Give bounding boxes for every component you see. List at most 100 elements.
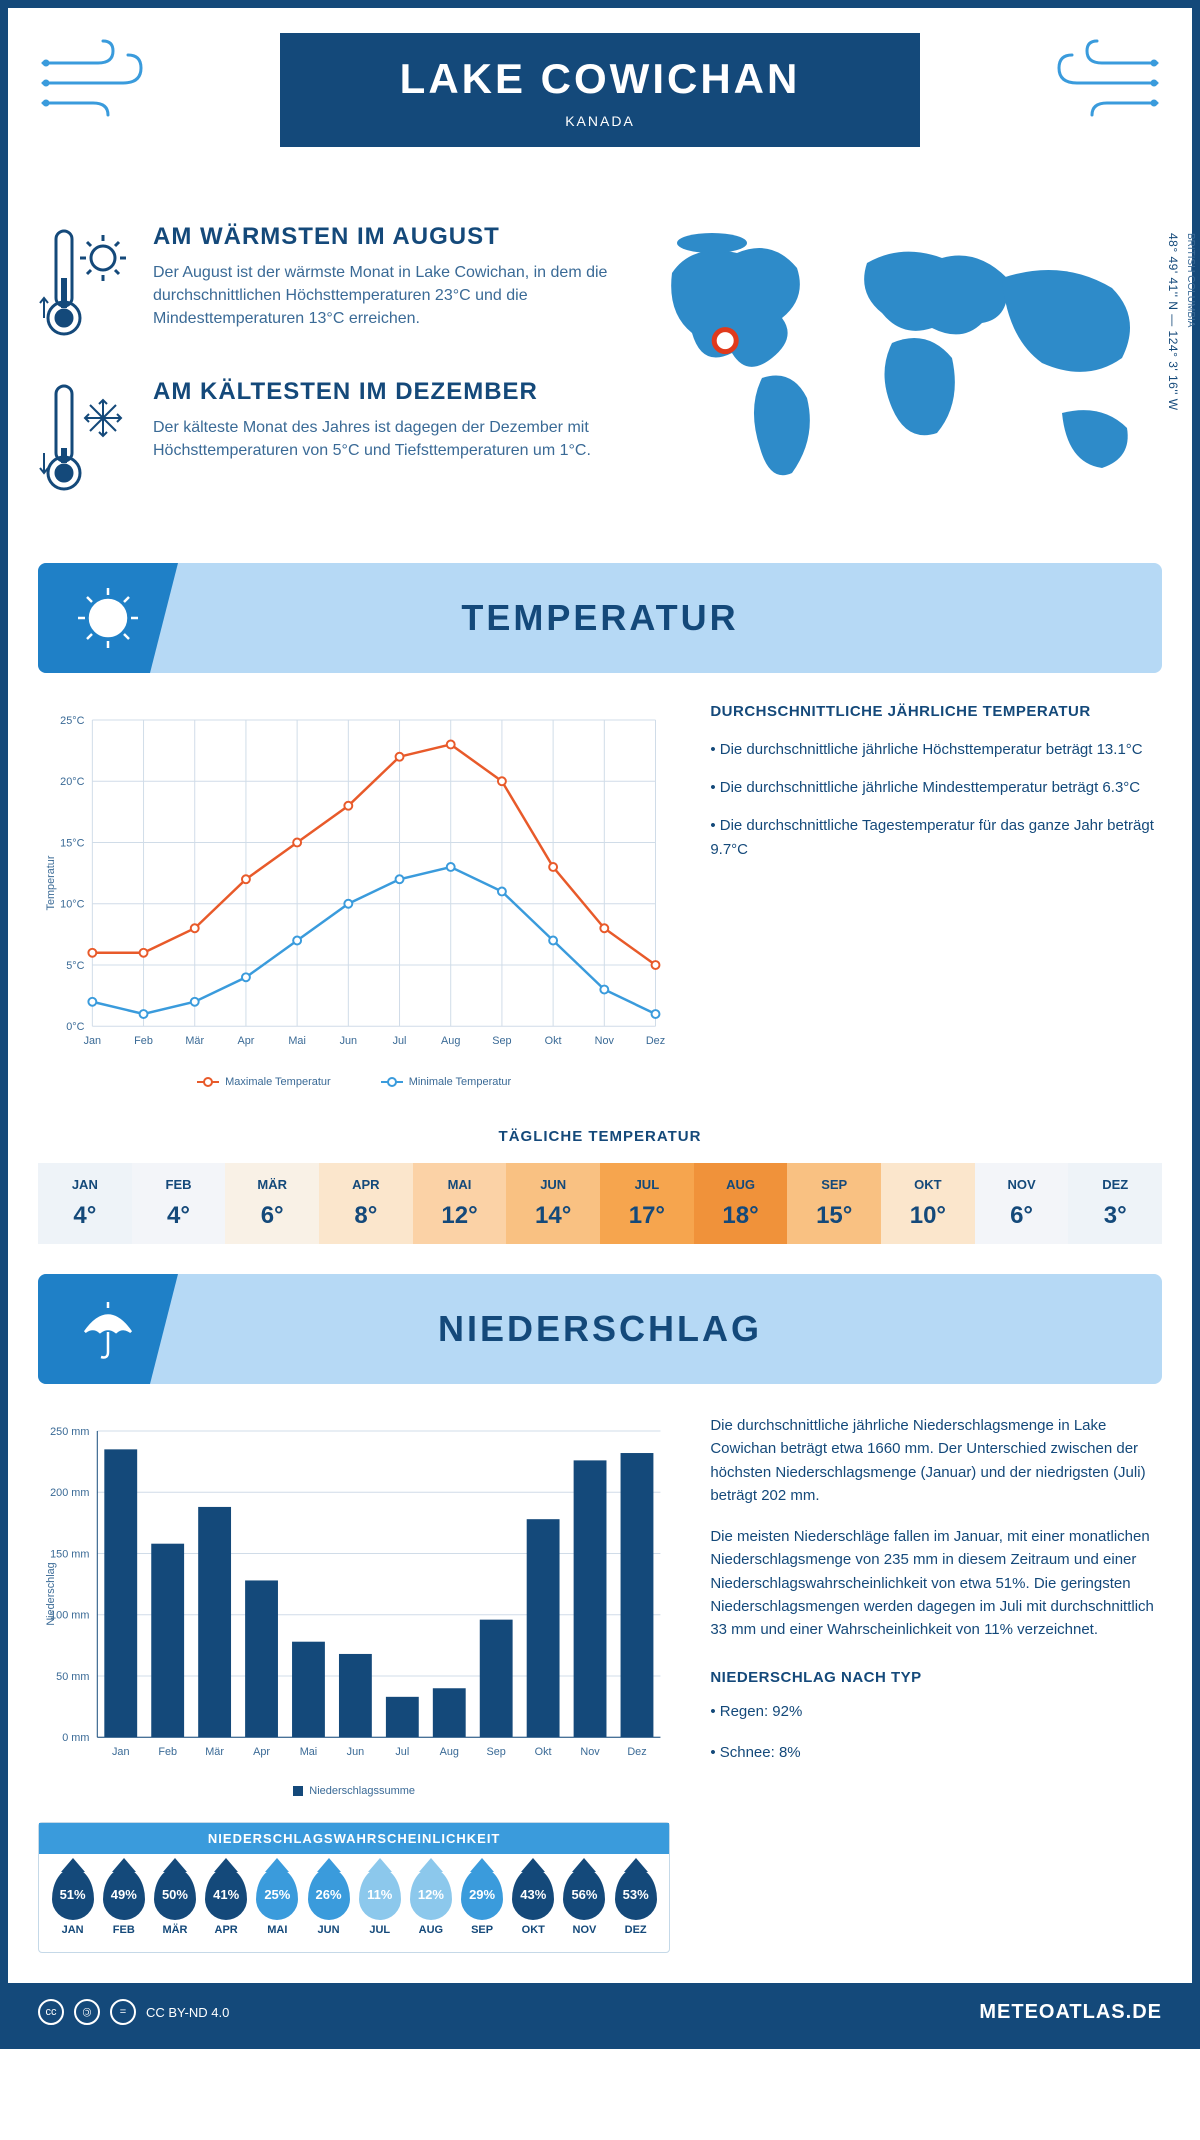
coldest-title: AM KÄLTESTEN IM DEZEMBER: [153, 378, 612, 406]
temperature-line-chart: 0°C5°C10°C15°C20°C25°CJanFebMärAprMaiJun…: [38, 703, 670, 1088]
precip-type-title: NIEDERSCHLAG NACH TYP: [710, 1666, 1162, 1689]
svg-text:Aug: Aug: [441, 1035, 460, 1047]
thermometer-cold-icon: [38, 378, 133, 503]
svg-text:150 mm: 150 mm: [50, 1548, 89, 1560]
temperature-title: TEMPERATUR: [178, 597, 1162, 639]
license: cc 🄯 = CC BY-ND 4.0: [38, 1999, 229, 2025]
daily-temp-cell: OKT10°: [881, 1163, 975, 1244]
daily-temp-cell: DEZ3°: [1068, 1163, 1162, 1244]
svg-text:Okt: Okt: [535, 1746, 552, 1758]
svg-text:5°C: 5°C: [66, 960, 84, 972]
daily-temp-cell: AUG18°: [694, 1163, 788, 1244]
svg-text:50 mm: 50 mm: [56, 1671, 89, 1683]
svg-text:0 mm: 0 mm: [62, 1732, 89, 1744]
by-icon: 🄯: [74, 1999, 100, 2025]
license-text: CC BY-ND 4.0: [146, 2005, 229, 2020]
cc-icon: cc: [38, 1999, 64, 2025]
svg-text:0°C: 0°C: [66, 1021, 84, 1033]
country-subtitle: KANADA: [350, 113, 850, 129]
world-map: 48° 49' 41'' N — 124° 3' 16'' W BRITISH …: [642, 223, 1162, 533]
temperature-section-header: TEMPERATUR: [38, 563, 1162, 673]
svg-text:Jun: Jun: [340, 1035, 358, 1047]
daily-temp-table: JAN4°FEB4°MÄR6°APR8°MAI12°JUN14°JUL17°AU…: [38, 1163, 1162, 1244]
svg-text:Nov: Nov: [595, 1035, 615, 1047]
svg-text:200 mm: 200 mm: [50, 1487, 89, 1499]
precipitation-probability-box: NIEDERSCHLAGSWAHRSCHEINLICHKEIT 51%JAN49…: [38, 1822, 670, 1953]
svg-text:Jan: Jan: [112, 1746, 130, 1758]
nd-icon: =: [110, 1999, 136, 2025]
daily-temp-cell: MÄR6°: [225, 1163, 319, 1244]
precipitation-title: NIEDERSCHLAG: [178, 1308, 1162, 1350]
warmest-block: AM WÄRMSTEN IM AUGUST Der August ist der…: [38, 223, 612, 348]
precip-p1: Die durchschnittliche jährliche Niedersc…: [710, 1414, 1162, 1507]
probability-cell: 53%DEZ: [610, 1868, 661, 1936]
svg-text:Dez: Dez: [646, 1035, 665, 1047]
probability-cell: 12%AUG: [405, 1868, 456, 1936]
daily-temp-title: TÄGLICHE TEMPERATUR: [38, 1128, 1162, 1145]
svg-text:Niederschlag: Niederschlag: [45, 1562, 57, 1625]
precip-type1: • Regen: 92%: [710, 1700, 1162, 1723]
wind-icon-left: [38, 33, 168, 123]
coldest-block: AM KÄLTESTEN IM DEZEMBER Der kälteste Mo…: [38, 378, 612, 503]
svg-text:Mai: Mai: [288, 1035, 306, 1047]
location-title: LAKE COWICHAN: [350, 55, 850, 103]
precipitation-summary: Die durchschnittliche jährliche Niedersc…: [710, 1414, 1162, 1953]
precip-p2: Die meisten Niederschläge fallen im Janu…: [710, 1525, 1162, 1641]
daily-temp-cell: NOV6°: [975, 1163, 1069, 1244]
sun-icon: [38, 563, 178, 673]
header: LAKE COWICHAN KANADA: [38, 33, 1162, 203]
temp-summary-title: DURCHSCHNITTLICHE JÄHRLICHE TEMPERATUR: [710, 703, 1162, 720]
svg-text:Aug: Aug: [440, 1746, 459, 1758]
svg-text:Apr: Apr: [253, 1746, 270, 1758]
umbrella-icon: [38, 1274, 178, 1384]
svg-text:Temperatur: Temperatur: [45, 855, 57, 910]
svg-text:Nov: Nov: [580, 1746, 600, 1758]
legend-max-label: Maximale Temperatur: [225, 1076, 331, 1088]
probability-cell: 26%JUN: [303, 1868, 354, 1936]
daily-temp-cell: JUN14°: [506, 1163, 600, 1244]
svg-text:Jun: Jun: [347, 1746, 365, 1758]
svg-text:Jul: Jul: [393, 1035, 407, 1047]
svg-text:10°C: 10°C: [60, 899, 84, 911]
probability-cell: 50%MÄR: [149, 1868, 200, 1936]
svg-text:Feb: Feb: [158, 1746, 177, 1758]
warmest-text: Der August ist der wärmste Monat in Lake…: [153, 261, 612, 331]
svg-text:20°C: 20°C: [60, 776, 84, 788]
svg-text:Mai: Mai: [300, 1746, 317, 1758]
site-name: METEOATLAS.DE: [979, 2001, 1162, 2024]
daily-temp-cell: APR8°: [319, 1163, 413, 1244]
svg-text:Sep: Sep: [487, 1746, 506, 1758]
info-section: AM WÄRMSTEN IM AUGUST Der August ist der…: [38, 223, 1162, 533]
daily-temp-cell: JUL17°: [600, 1163, 694, 1244]
probability-cell: 56%NOV: [559, 1868, 610, 1936]
title-banner: LAKE COWICHAN KANADA: [280, 33, 920, 147]
daily-temp-cell: SEP15°: [787, 1163, 881, 1244]
svg-text:250 mm: 250 mm: [50, 1426, 89, 1438]
coordinates: 48° 49' 41'' N — 124° 3' 16'' W: [1166, 233, 1180, 411]
probability-cell: 41%APR: [201, 1868, 252, 1936]
svg-text:Jan: Jan: [84, 1035, 102, 1047]
svg-text:Apr: Apr: [237, 1035, 254, 1047]
precipitation-bar-chart: 0 mm50 mm100 mm150 mm200 mm250 mmNieders…: [38, 1414, 670, 1797]
daily-temp-cell: FEB4°: [132, 1163, 226, 1244]
probability-cell: 29%SEP: [457, 1868, 508, 1936]
coldest-text: Der kälteste Monat des Jahres ist dagege…: [153, 416, 612, 462]
temp-summary-p2: • Die durchschnittliche jährliche Mindes…: [710, 776, 1162, 800]
probability-title: NIEDERSCHLAGSWAHRSCHEINLICHKEIT: [39, 1823, 669, 1854]
daily-temp-cell: MAI12°: [413, 1163, 507, 1244]
wind-icon-right: [1032, 33, 1162, 123]
precipitation-section-header: NIEDERSCHLAG: [38, 1274, 1162, 1384]
temp-summary-p1: • Die durchschnittliche jährliche Höchst…: [710, 738, 1162, 762]
probability-cell: 51%JAN: [47, 1868, 98, 1936]
precip-legend-label: Niederschlagssumme: [309, 1785, 415, 1797]
temp-legend: Maximale Temperatur Minimale Temperatur: [38, 1076, 670, 1088]
svg-text:15°C: 15°C: [60, 837, 84, 849]
thermometer-hot-icon: [38, 223, 133, 348]
precip-legend: Niederschlagssumme: [38, 1785, 670, 1797]
probability-cell: 11%JUL: [354, 1868, 405, 1936]
svg-text:Okt: Okt: [545, 1035, 562, 1047]
svg-text:Jul: Jul: [395, 1746, 409, 1758]
legend-min-label: Minimale Temperatur: [409, 1076, 512, 1088]
precip-type2: • Schnee: 8%: [710, 1741, 1162, 1764]
svg-text:Mär: Mär: [185, 1035, 204, 1047]
